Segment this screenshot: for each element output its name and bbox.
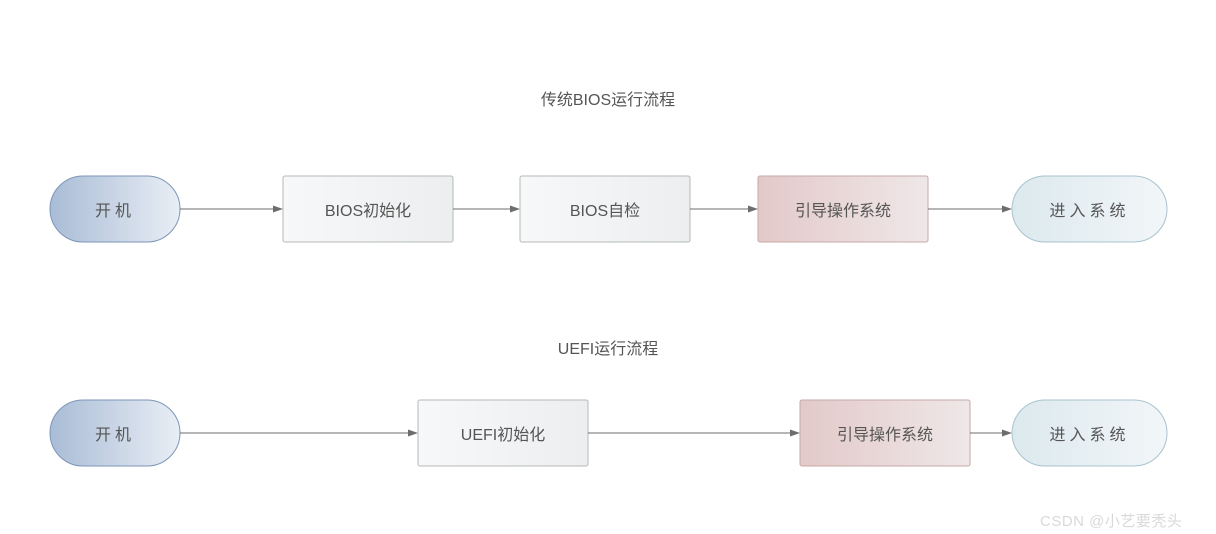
arrowhead-icon (1002, 206, 1012, 213)
diagram-svg (0, 0, 1216, 534)
watermark-text: CSDN @小艺要秃头 (1040, 510, 1182, 531)
uefi-flow-title: UEFI运行流程 (0, 335, 1216, 359)
bios-power-on-shape (50, 176, 180, 242)
arrowhead-icon (408, 430, 418, 437)
bios-boot-os-shape (758, 176, 928, 242)
bios-post-shape (520, 176, 690, 242)
arrowhead-icon (273, 206, 283, 213)
bios-flow-title: 传统BIOS运行流程 (0, 86, 1216, 110)
arrowhead-icon (748, 206, 758, 213)
uefi-init-shape (418, 400, 588, 466)
bios-enter-os-shape (1012, 176, 1167, 242)
uefi-enter-os-shape (1012, 400, 1167, 466)
bios-init-shape (283, 176, 453, 242)
arrowhead-icon (790, 430, 800, 437)
arrowhead-icon (1002, 430, 1012, 437)
uefi-boot-os-shape (800, 400, 970, 466)
diagram-canvas: 传统BIOS运行流程 UEFI运行流程 开机 BIOS初始化 BIOS自检 引导… (0, 0, 1216, 534)
arrowhead-icon (510, 206, 520, 213)
uefi-power-on-shape (50, 400, 180, 466)
